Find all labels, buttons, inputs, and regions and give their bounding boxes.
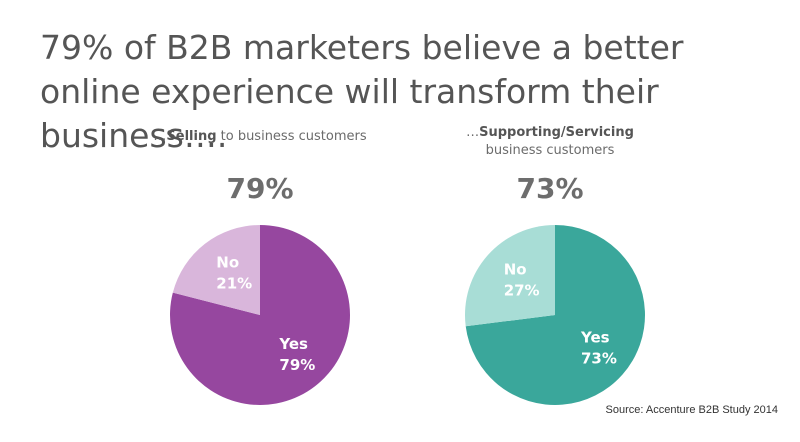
slice-value-yes: 79% (279, 356, 315, 374)
left-subtitle-rest: to business customers (216, 129, 367, 144)
pie-slice-no (465, 225, 555, 327)
right-subtitle-rest: business customers (485, 143, 615, 158)
right-subtitle-bold: Supporting/Servicing (479, 125, 634, 140)
source-note: Source: Accenture B2B Study 2014 (605, 404, 778, 416)
pie-slice-no (172, 225, 260, 315)
slice-label-yes: Yes (278, 335, 308, 353)
slide-title: 79% of B2B marketers believe a better on… (40, 28, 684, 155)
left-subtitle-bold: Selling (166, 129, 217, 144)
slice-value-no: 27% (504, 282, 540, 300)
left-pie-chart: Yes 79% No 21% (170, 225, 351, 405)
pie-slice-yes (170, 225, 351, 405)
slice-label-no: No (216, 254, 239, 272)
right-subtitle-prefix: … (466, 125, 480, 140)
slice-label-no: No (504, 261, 527, 279)
right-pie-chart: Yes 73% No 27% (465, 225, 646, 405)
right-chart-subtitle: …Supporting/Servicing business customers (420, 124, 680, 160)
left-subtitle-prefix: … (153, 129, 167, 144)
slice-value-no: 21% (216, 275, 252, 293)
right-headline-percent: 73% (516, 172, 584, 205)
pie-slice-yes (465, 225, 646, 405)
slice-label-yes: Yes (580, 329, 610, 347)
left-chart-subtitle: …Selling to business customers (130, 128, 390, 146)
left-headline-percent: 79% (226, 172, 294, 205)
slice-value-yes: 73% (581, 350, 617, 368)
